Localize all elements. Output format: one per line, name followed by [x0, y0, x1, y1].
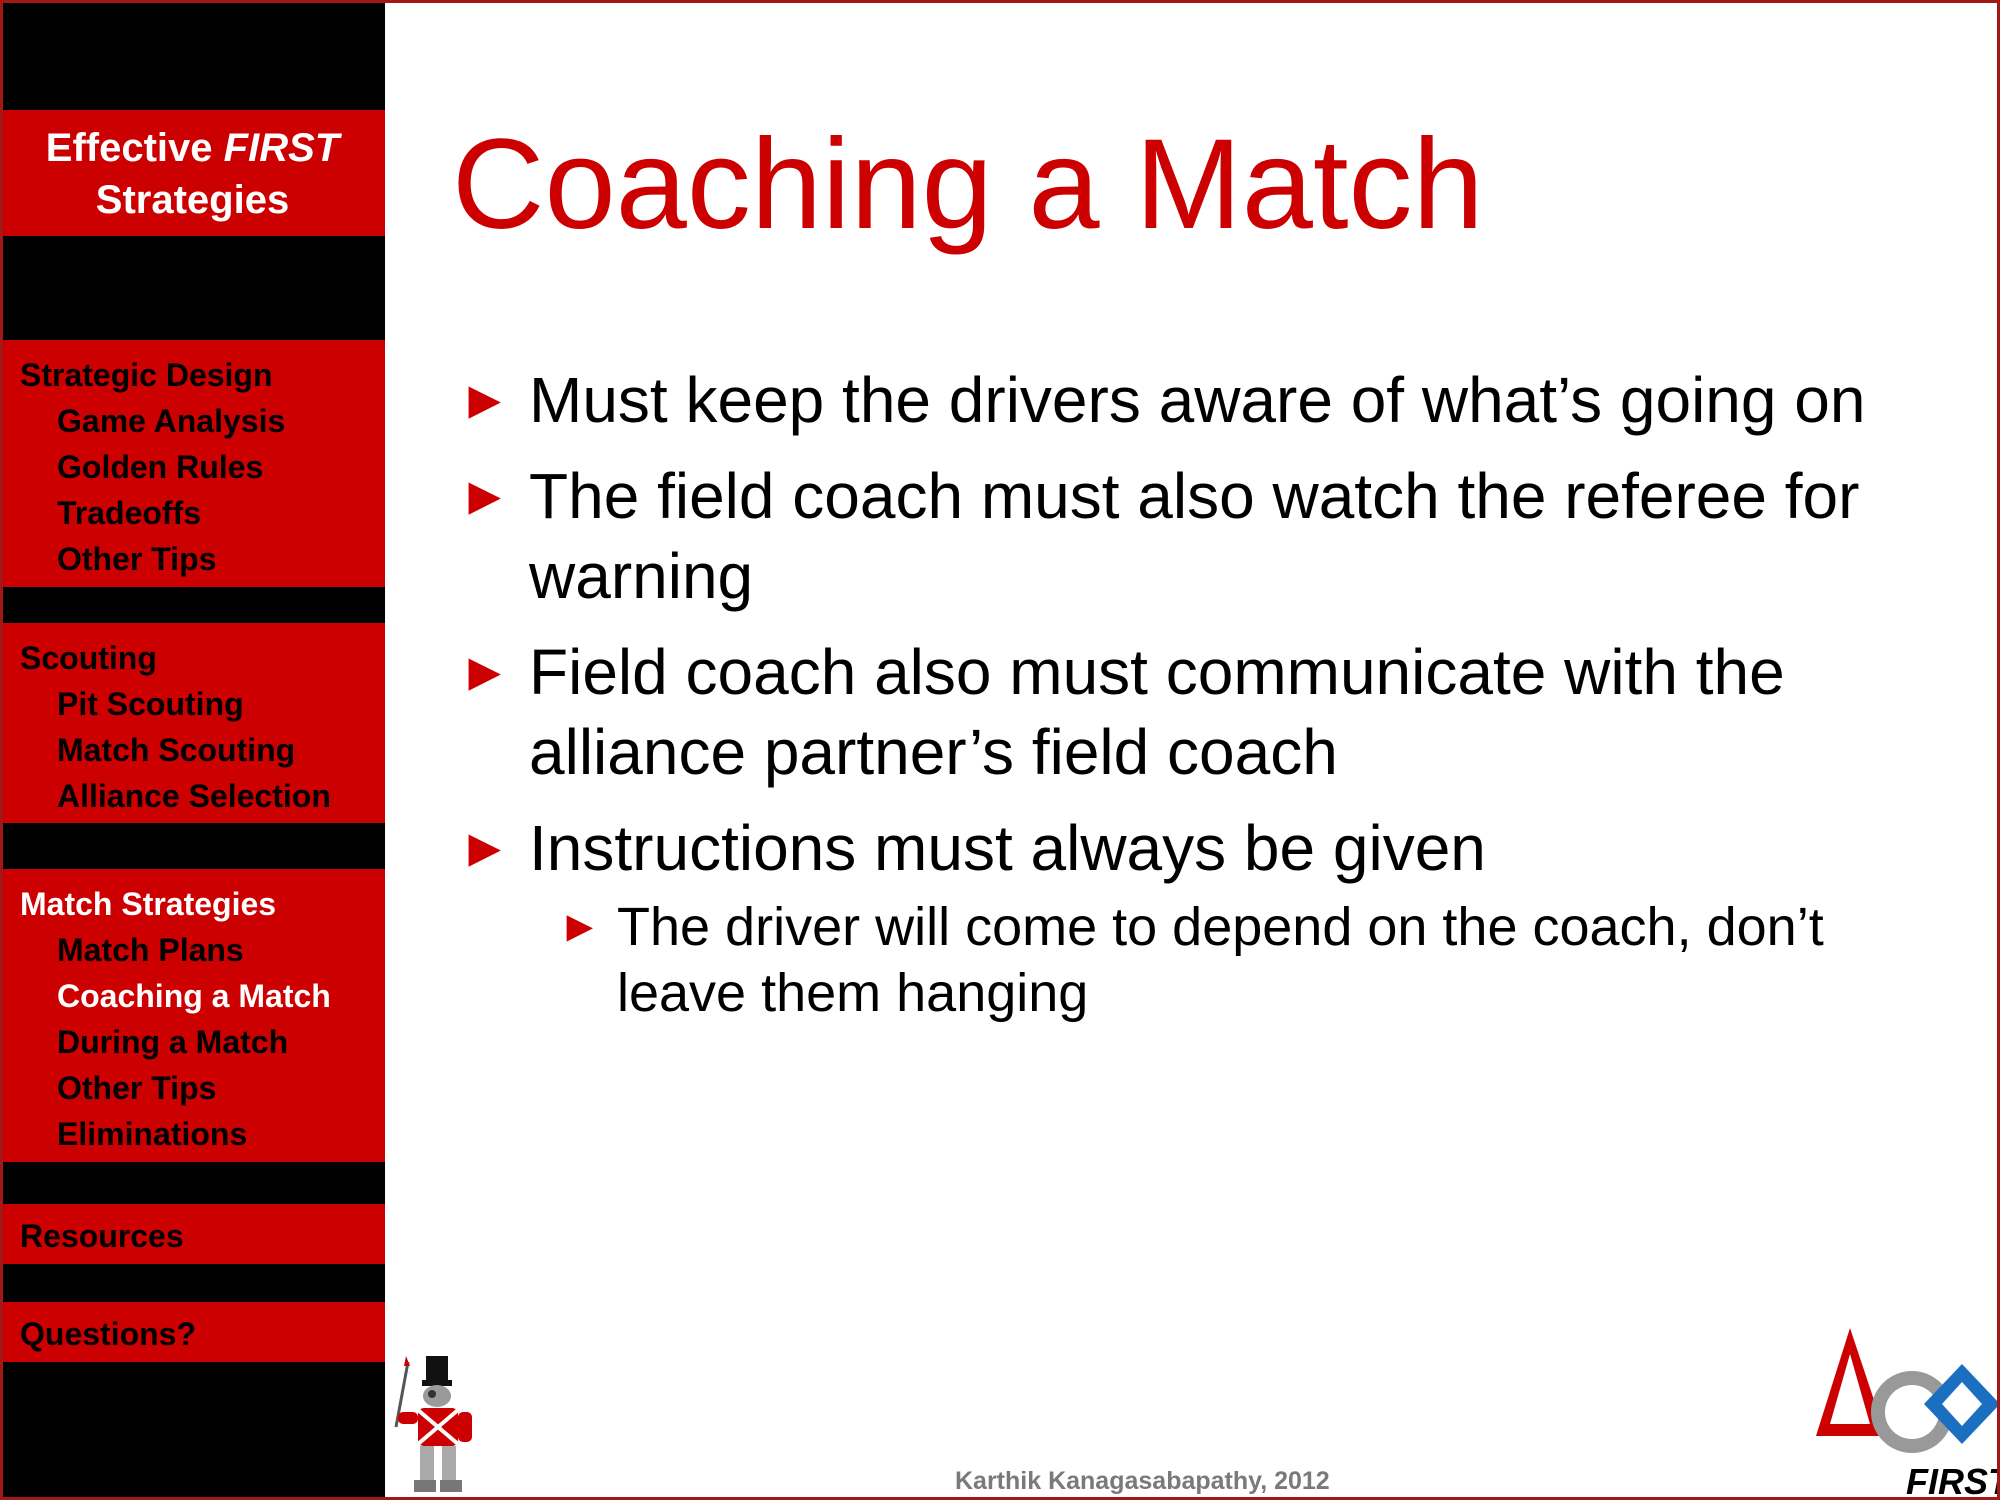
brand-word-first: FIRST [223, 126, 340, 170]
nav-section-resources: Resources [0, 1204, 385, 1264]
nav-item-golden-rules[interactable]: Golden Rules [57, 449, 264, 485]
bullet-arrow-icon: ► [458, 466, 512, 526]
bullet-list: ► Must keep the drivers aware of what’s … [458, 360, 1878, 1026]
nav-section-match-strategies: Match Strategies Match Plans Coaching a … [0, 869, 385, 1162]
nav-item-match-plans[interactable]: Match Plans [57, 932, 244, 968]
nav-item-match-scouting[interactable]: Match Scouting [57, 732, 296, 768]
robot-mascot-icon [394, 1356, 472, 1492]
nav-heading-scouting[interactable]: Scouting [20, 640, 157, 676]
nav-heading-questions[interactable]: Questions? [20, 1316, 197, 1352]
first-logo-text: FIRST [1906, 1461, 2000, 1500]
nav-item-during-a-match[interactable]: During a Match [57, 1024, 289, 1060]
nav-item-coaching-a-match[interactable]: Coaching a Match [57, 978, 331, 1014]
bullet-item: ► The field coach must also watch the re… [458, 456, 1878, 616]
brand-word-strategies: Strategies [95, 178, 290, 222]
sub-bullet-arrow-icon: ► [558, 902, 602, 951]
nav-section-strategic-design: Strategic Design Game Analysis Golden Ru… [0, 340, 385, 587]
footer-credit: Karthik Kanagasabapathy, 2012 [955, 1467, 1330, 1495]
bullet-text: Instructions must always be given [529, 812, 1486, 884]
bullet-arrow-icon: ► [458, 370, 512, 430]
sub-bullet-text: The driver will come to depend on the co… [617, 897, 1824, 1023]
nav-item-game-analysis[interactable]: Game Analysis [57, 403, 286, 439]
bullet-item: ► Instructions must always be given [458, 808, 1878, 888]
bullet-arrow-icon: ► [458, 642, 512, 702]
nav-heading-strategic-design[interactable]: Strategic Design [20, 357, 273, 393]
bullet-text: Field coach also must communicate with t… [529, 636, 1785, 788]
sidebar: Effective FIRST Strategies Strategic Des… [0, 0, 385, 1500]
sub-bullet-item: ► The driver will come to depend on the … [458, 894, 1878, 1026]
nav-item-other-tips-2[interactable]: Other Tips [57, 1070, 217, 1106]
bullet-text: The field coach must also watch the refe… [529, 460, 1860, 612]
bullet-item: ► Field coach also must communicate with… [458, 632, 1878, 792]
brand-title: Effective FIRST Strategies [0, 110, 385, 236]
brand-word-effective: Effective [45, 126, 213, 170]
bullet-text: Must keep the drivers aware of what’s go… [529, 364, 1866, 436]
slide-title: Coaching a Match [452, 113, 1484, 256]
nav-heading-match-strategies[interactable]: Match Strategies [20, 886, 277, 922]
nav-section-scouting: Scouting Pit Scouting Match Scouting All… [0, 623, 385, 823]
bullet-item: ► Must keep the drivers aware of what’s … [458, 360, 1878, 440]
nav-item-alliance-selection[interactable]: Alliance Selection [57, 778, 331, 814]
nav-heading-resources[interactable]: Resources [20, 1218, 184, 1254]
bullet-arrow-icon: ► [458, 818, 512, 878]
nav-item-pit-scouting[interactable]: Pit Scouting [57, 686, 244, 722]
nav-item-tradeoffs[interactable]: Tradeoffs [57, 495, 202, 531]
nav-item-other-tips-1[interactable]: Other Tips [57, 541, 217, 577]
first-logo-icon: FIRST [1816, 1328, 2000, 1500]
nav-item-eliminations[interactable]: Eliminations [57, 1116, 248, 1152]
nav-section-questions: Questions? [0, 1302, 385, 1362]
